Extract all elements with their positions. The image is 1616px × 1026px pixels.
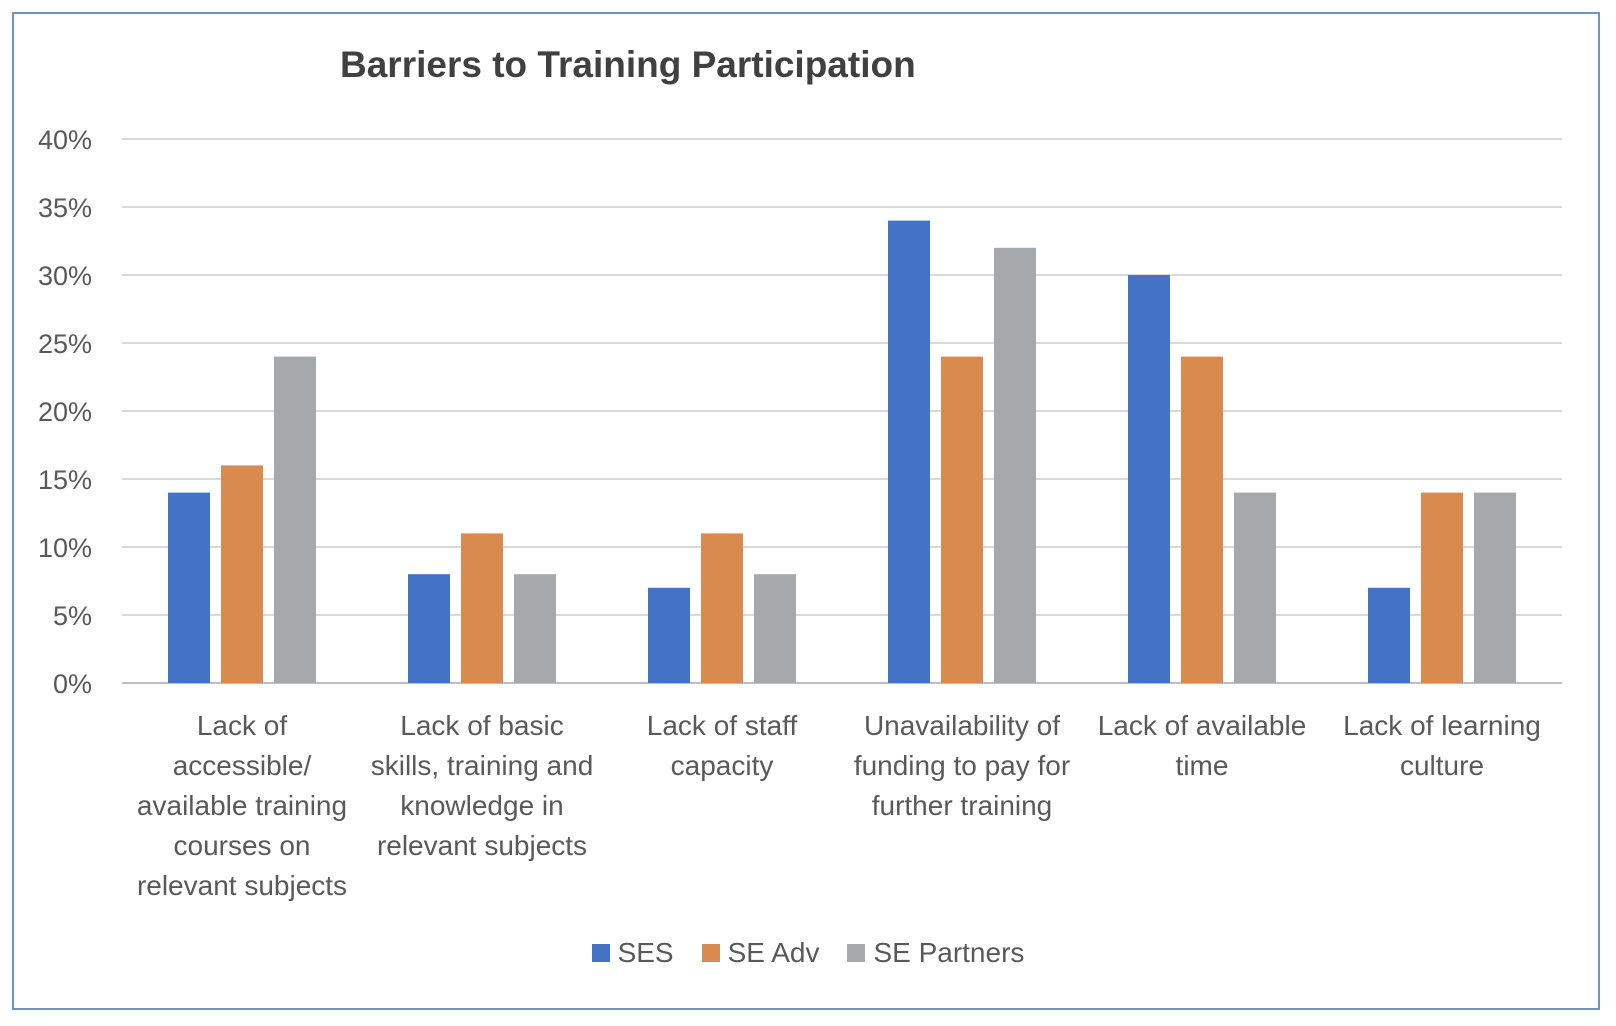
bar (1234, 492, 1276, 683)
y-tick-label: 20% (38, 397, 92, 427)
y-tick-label: 5% (53, 601, 92, 631)
y-tick-label: 15% (38, 465, 92, 495)
bar (461, 533, 503, 683)
bar (221, 465, 263, 683)
y-tick-label: 30% (38, 261, 92, 291)
bar (1474, 492, 1516, 683)
chart-title: Barriers to Training Participation (340, 44, 916, 85)
bar (168, 492, 210, 683)
legend-item: SES (591, 937, 674, 969)
legend-swatch (591, 944, 610, 962)
bar (1181, 356, 1223, 683)
legend-label: SE Partners (873, 937, 1025, 968)
y-tick-label: 40% (38, 125, 92, 155)
bar (701, 533, 743, 683)
legend-label: SES (617, 937, 674, 968)
legend-swatch (701, 944, 720, 962)
x-tick-label: Lack of accessible/ available training c… (136, 710, 348, 901)
bar (994, 247, 1036, 684)
legend-swatch (847, 944, 866, 962)
bar (754, 574, 796, 683)
legend-label: SE Adv (727, 937, 820, 968)
bar (941, 356, 983, 683)
legend: SES SE Adv SE Partners (0, 937, 1616, 969)
y-tick-label: 0% (53, 669, 92, 699)
y-tick-label: 25% (38, 329, 92, 359)
x-tick-label: Lack of learning culture (1343, 710, 1541, 781)
bar (408, 574, 450, 683)
bar (648, 587, 690, 683)
bar (1421, 492, 1463, 683)
x-tick-label: Lack of basic skills, training and knowl… (370, 710, 594, 861)
y-tick-label: 35% (38, 193, 92, 223)
bar (1128, 275, 1170, 683)
bar (514, 574, 556, 683)
bar (274, 356, 316, 683)
x-tick-label: Lack of available time (1097, 710, 1307, 781)
legend-item: SE Partners (847, 937, 1024, 969)
legend-item: SE Adv (701, 937, 820, 969)
x-tick-label: Lack of staff capacity (646, 710, 798, 781)
bar (888, 220, 930, 683)
y-tick-label: 10% (38, 533, 92, 563)
bar (1368, 587, 1410, 683)
x-tick-label: Unavailability of funding to pay for fur… (853, 710, 1071, 821)
